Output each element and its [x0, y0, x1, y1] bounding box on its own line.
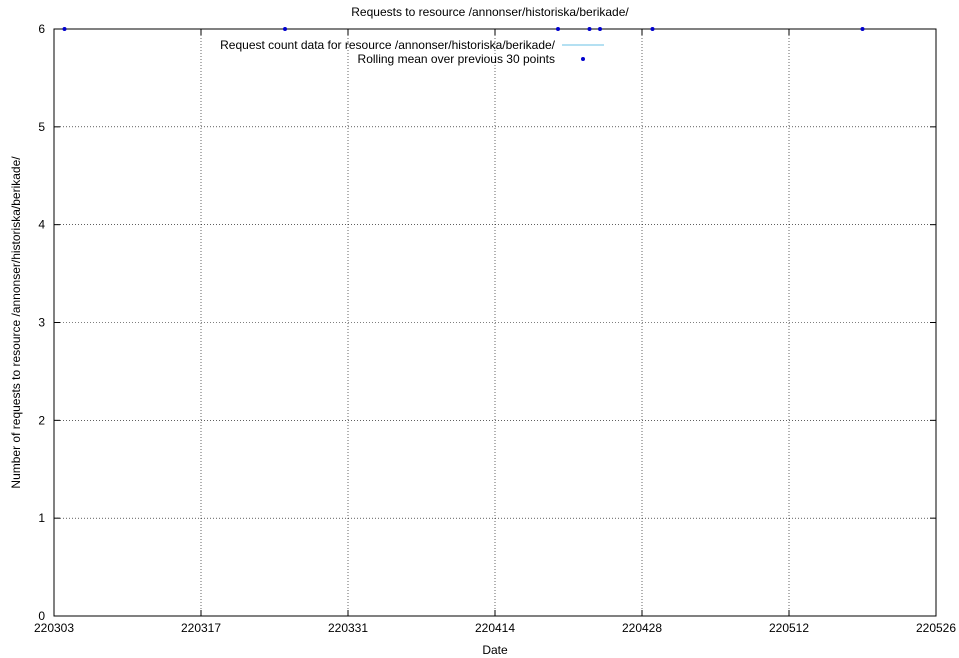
data-point: [62, 27, 67, 31]
x-tick-label: 220303: [34, 621, 74, 635]
x-axis-tick-labels: 220303 220317 220331 220414 220428 220512 2205…: [34, 621, 956, 635]
x-tick-label: 220317: [181, 621, 221, 635]
y-tick-label: 6: [38, 22, 45, 36]
data-point: [556, 27, 560, 31]
x-tick-label: 220428: [622, 621, 662, 635]
x-tick-label: 220526: [916, 621, 956, 635]
data-point: [598, 27, 602, 31]
grid-lines: [54, 29, 936, 616]
x-tick-label: 220512: [769, 621, 809, 635]
x-tick-label: 220414: [475, 621, 515, 635]
legend-label: Request count data for resource /annonse…: [220, 38, 556, 52]
y-axis-tick-labels: 0 1 2 3 4 5 6: [38, 22, 45, 623]
data-point: [587, 27, 592, 31]
y-tick-label: 1: [38, 511, 45, 525]
data-point: [650, 27, 655, 31]
data-point: [283, 27, 287, 31]
legend-point-sample: [581, 57, 585, 61]
series-layer: [62, 27, 865, 31]
x-tick-label: 220331: [328, 621, 368, 635]
legend-label: Rolling mean over previous 30 points: [358, 52, 555, 66]
y-tick-label: 4: [38, 218, 45, 232]
y-tick-label: 2: [38, 413, 45, 427]
y-tick-label: 3: [38, 316, 45, 330]
y-axis-label: Number of requests to resource /annonser…: [9, 156, 23, 489]
y-tick-label: 5: [38, 120, 45, 134]
chart-title: Requests to resource /annonser/historisk…: [351, 5, 629, 19]
data-point: [860, 27, 865, 31]
y-tick-label: 0: [38, 609, 45, 623]
axis-ticks: [53, 28, 937, 617]
legend: Request count data for resource /annonse…: [220, 38, 604, 66]
x-axis-label: Date: [482, 643, 508, 657]
